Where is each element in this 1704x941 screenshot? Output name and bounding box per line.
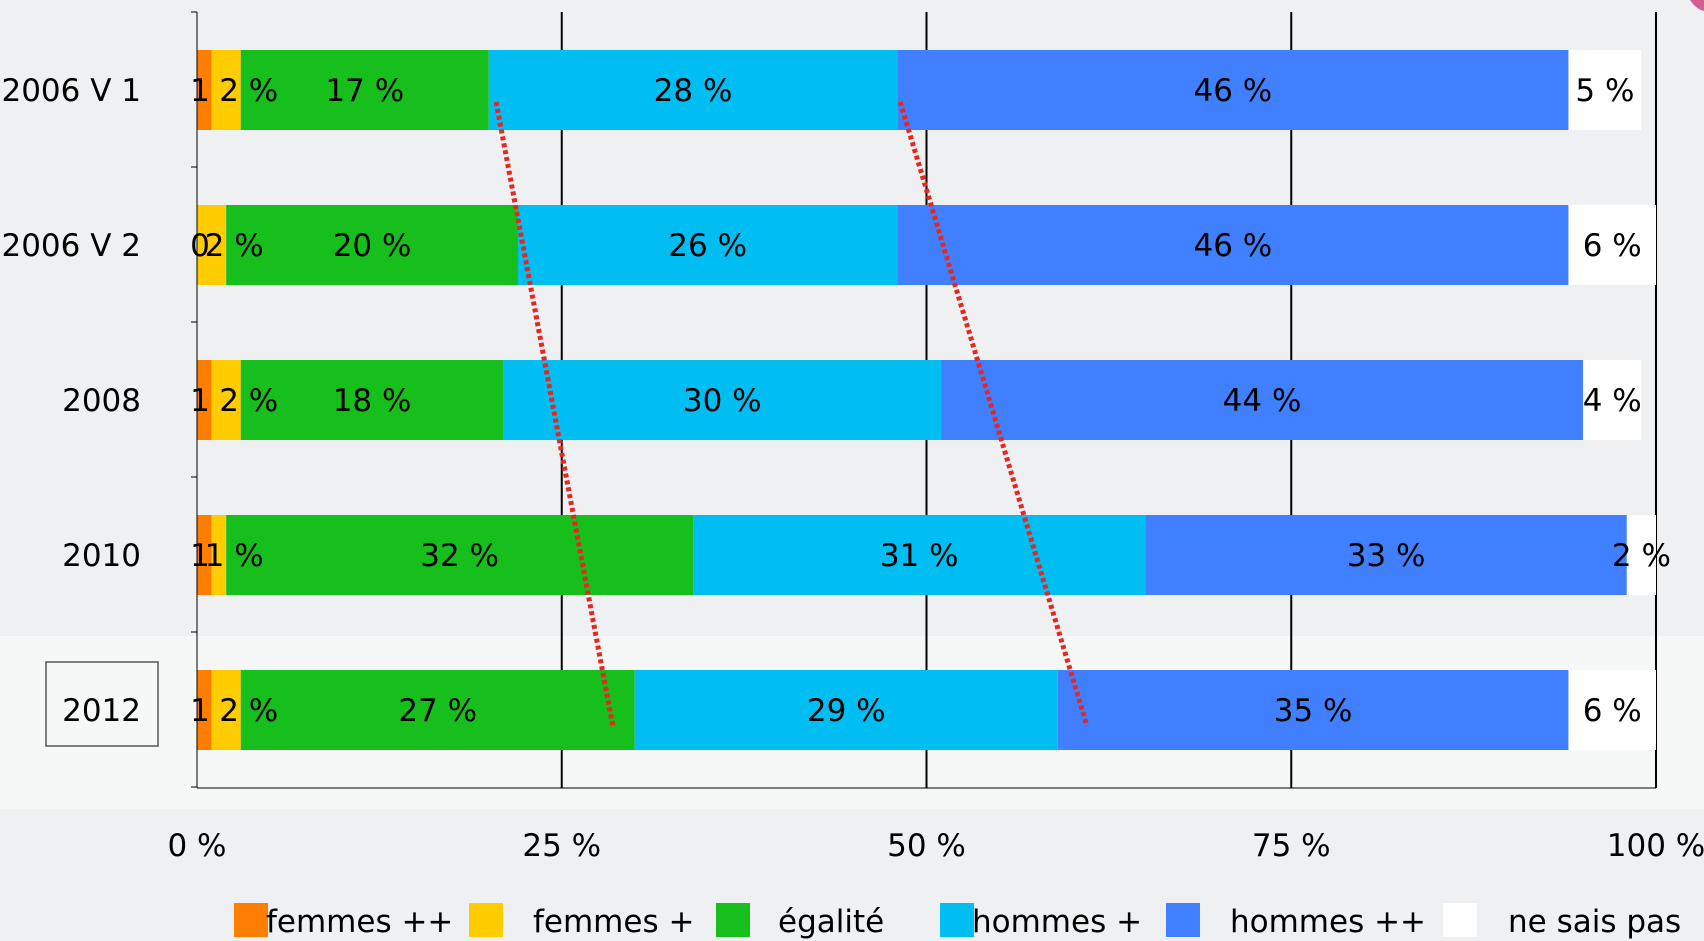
- x-tick-label-4: 100 %: [1607, 828, 1704, 864]
- bar-2008-hommes: [503, 360, 942, 440]
- legend-swatch-femmes: [469, 903, 503, 937]
- bar-2010-hommes: [1145, 515, 1627, 595]
- legend-swatch-hommes: [940, 903, 974, 937]
- bar-2012-femmes: [211, 670, 241, 750]
- legend-swatch-hommes: [1166, 903, 1200, 937]
- bar-2006-v-1-hommes: [897, 50, 1569, 130]
- category-label-2006-v-2: 2006 V 2: [1, 228, 141, 264]
- bar-2010-femmes: [197, 515, 212, 595]
- data-label-2008-hommes: 30 %: [683, 383, 762, 419]
- bar-2012-ne-sais-pas: [1568, 670, 1656, 750]
- data-label-2012-ne-sais-pas: 6 %: [1583, 693, 1642, 729]
- data-label-2006-v-2-galit: 20 %: [333, 228, 412, 264]
- legend-swatch-ne-sais-pas: [1443, 903, 1477, 937]
- data-label-2006-v-2-ne-sais-pas: 6 %: [1583, 228, 1642, 264]
- data-label-2006-v-1-femmes: 2 %: [219, 73, 278, 109]
- bar-2010-femmes: [211, 515, 227, 595]
- data-label-2008-femmes: 2 %: [219, 383, 278, 419]
- data-label-2010-hommes: 33 %: [1347, 538, 1426, 574]
- x-tick-label-3: 75 %: [1252, 828, 1331, 864]
- trend-lines: [493, 101, 1090, 727]
- data-label-2008-hommes: 44 %: [1223, 383, 1302, 419]
- bar-2006-v-2-femmes: [197, 205, 227, 285]
- bar-2010-galit: [226, 515, 694, 595]
- data-label-2008-femmes: 1: [190, 383, 210, 419]
- bar-2006-v-1-hommes: [488, 50, 898, 130]
- data-label-2010-galit: 32 %: [420, 538, 499, 574]
- legend: femmes ++ femmes + égalité hommes + hommes +…: [234, 903, 1681, 940]
- bar-2012-femmes: [197, 670, 212, 750]
- bar-2008-femmes: [211, 360, 241, 440]
- data-label-2006-v-1-hommes: 46 %: [1194, 73, 1273, 109]
- bar-2008-femmes: [197, 360, 212, 440]
- bars: [197, 50, 1656, 750]
- legend-swatch-femmes: [234, 903, 268, 937]
- legend-label-ne-sais-pas: ne sais pas: [1508, 904, 1681, 940]
- data-label-2008-ne-sais-pas: 4 %: [1583, 383, 1642, 419]
- bar-2012-hommes: [634, 670, 1058, 750]
- bar-2006-v-1-femmes: [197, 50, 212, 130]
- data-label-2010-ne-sais-pas: 2 %: [1612, 538, 1671, 574]
- highlight-box-2012: [45, 661, 159, 747]
- bar-2006-v-1-ne-sais-pas: [1568, 50, 1642, 130]
- category-label-2006-v-1: 2006 V 1: [1, 73, 141, 109]
- data-label-2012-hommes: 29 %: [807, 693, 886, 729]
- data-label-2012-femmes: 1: [190, 693, 210, 729]
- legend-background: [0, 809, 1704, 941]
- data-label-2008-galit: 18 %: [333, 383, 412, 419]
- bar-2008-ne-sais-pas: [1583, 360, 1642, 440]
- category-label-2008: 2008: [62, 383, 141, 419]
- x-tick-label-0: 0 %: [167, 828, 226, 864]
- x-tick-label-2: 50 %: [887, 828, 966, 864]
- bar-2006-v-2-hommes: [517, 205, 898, 285]
- legend-label-femmes: femmes ++: [266, 904, 453, 940]
- bar-2006-v-2-ne-sais-pas: [1568, 205, 1656, 285]
- bar-2006-v-1-femmes: [211, 50, 241, 130]
- data-label-2006-v-1-hommes: 28 %: [654, 73, 733, 109]
- bar-2008-galit: [240, 360, 504, 440]
- data-label-2010-femmes: 1: [190, 538, 210, 574]
- bar-2006-v-1-galit: [240, 50, 489, 130]
- bar-2010-ne-sais-pas: [1626, 515, 1656, 595]
- category-label-2012: 2012: [62, 693, 141, 729]
- data-label-2006-v-1-femmes: 1: [190, 73, 210, 109]
- data-label-2006-v-2-femmes: 2 %: [205, 228, 264, 264]
- bar-2010-hommes: [693, 515, 1146, 595]
- axes: 0 % 25 % 50 % 75 % 100 % 2006 V 1 2006 V 2 2008…: [1, 11, 1704, 864]
- corner-decoration: [1690, 0, 1704, 11]
- bar-2006-v-2-hommes: [897, 205, 1569, 285]
- data-label-2012-femmes: 2 %: [219, 693, 278, 729]
- bar-2008-hommes: [941, 360, 1584, 440]
- data-label-2012-galit: 27 %: [398, 693, 477, 729]
- data-label-2010-hommes: 31 %: [880, 538, 959, 574]
- bar-2012-hommes: [1057, 670, 1569, 750]
- data-label-2006-v-2-hommes: 46 %: [1194, 228, 1273, 264]
- data-label-2012-hommes: 35 %: [1274, 693, 1353, 729]
- legend-label-hommes: hommes ++: [1230, 904, 1426, 940]
- data-label-2006-v-1-galit: 17 %: [325, 73, 404, 109]
- data-label-2006-v-2-hommes: 26 %: [668, 228, 747, 264]
- x-tick-label-1: 25 %: [522, 828, 601, 864]
- trend-line-1: [493, 101, 616, 727]
- legend-label-hommes: hommes +: [972, 904, 1142, 940]
- trend-line-2: [897, 101, 1090, 727]
- bar-2006-v-2-galit: [226, 205, 518, 285]
- data-label-2006-v-2-femmes: 0: [190, 228, 210, 264]
- bar-2012-galit: [240, 670, 635, 750]
- category-label-2010: 2010: [62, 538, 141, 574]
- data-label-2006-v-1-ne-sais-pas: 5 %: [1575, 73, 1634, 109]
- legend-swatch-galit: [716, 903, 750, 937]
- data-label-2010-femmes: 1 %: [205, 538, 264, 574]
- legend-label-galit: égalité: [778, 904, 884, 940]
- legend-label-femmes: femmes +: [533, 904, 694, 940]
